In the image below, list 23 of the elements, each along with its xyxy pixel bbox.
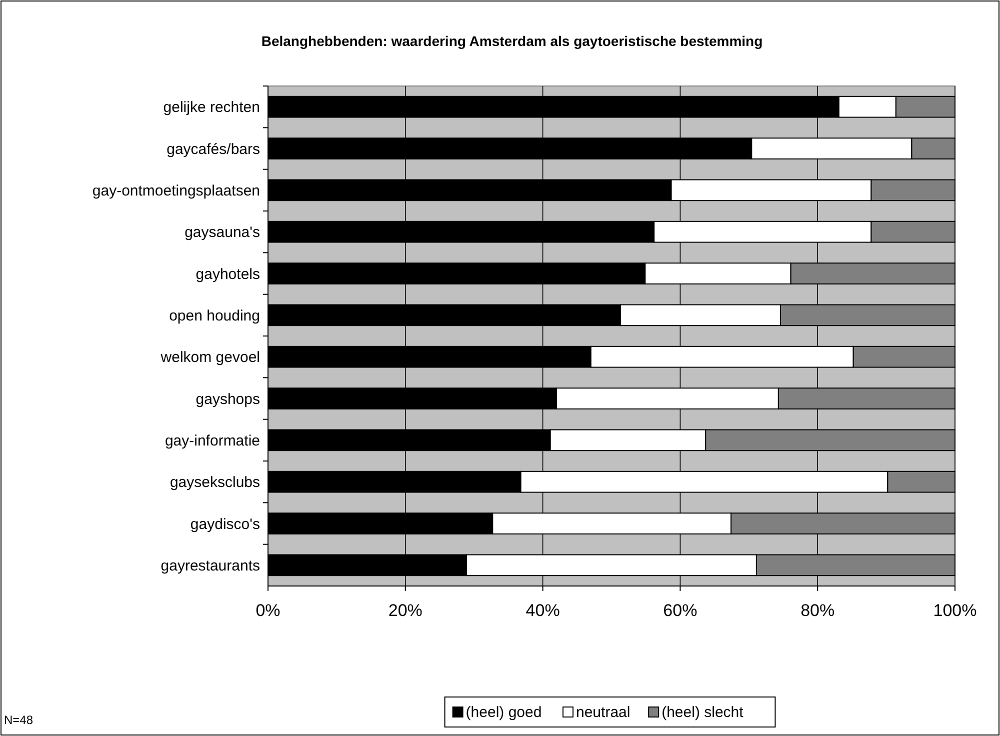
x-tick-label: 0%	[256, 601, 280, 620]
y-tick-label: gayhotels	[196, 266, 260, 283]
y-tick-label: gaycafés/bars	[166, 140, 260, 158]
y-tick-label: gelijke rechten	[163, 99, 260, 116]
y-tick-label: open houding	[169, 307, 260, 324]
y-tick-label: gaydisco's	[190, 516, 260, 533]
chart-title: Belanghebbenden: waardering Amsterdam als gaytoeristische bestemming	[261, 33, 763, 49]
x-tick-label: 40%	[526, 601, 560, 620]
x-tick-label: 20%	[388, 601, 422, 620]
legend-label: (heel) slecht	[662, 704, 744, 721]
legend-label: (heel) goed	[466, 704, 542, 721]
text: N=48	[4, 713, 34, 727]
y-tick-label: gay-informatie	[164, 432, 260, 450]
x-tick-label: 100%	[933, 601, 977, 620]
y-tick-label: gayshops	[196, 390, 260, 408]
y-tick-label: welkom gevoel	[160, 349, 260, 366]
legend-label: neutraal	[576, 704, 630, 721]
y-tick-label: gayrestaurants	[160, 557, 260, 574]
y-tick-label: gay-ontmoetingsplaatsen	[92, 182, 260, 200]
y-tick-label: gaysauna's	[184, 224, 260, 242]
y-tick-label: gayseksclubs	[170, 474, 260, 492]
x-tick-label: 60%	[663, 601, 698, 620]
x-tick-label: 80%	[800, 601, 835, 620]
